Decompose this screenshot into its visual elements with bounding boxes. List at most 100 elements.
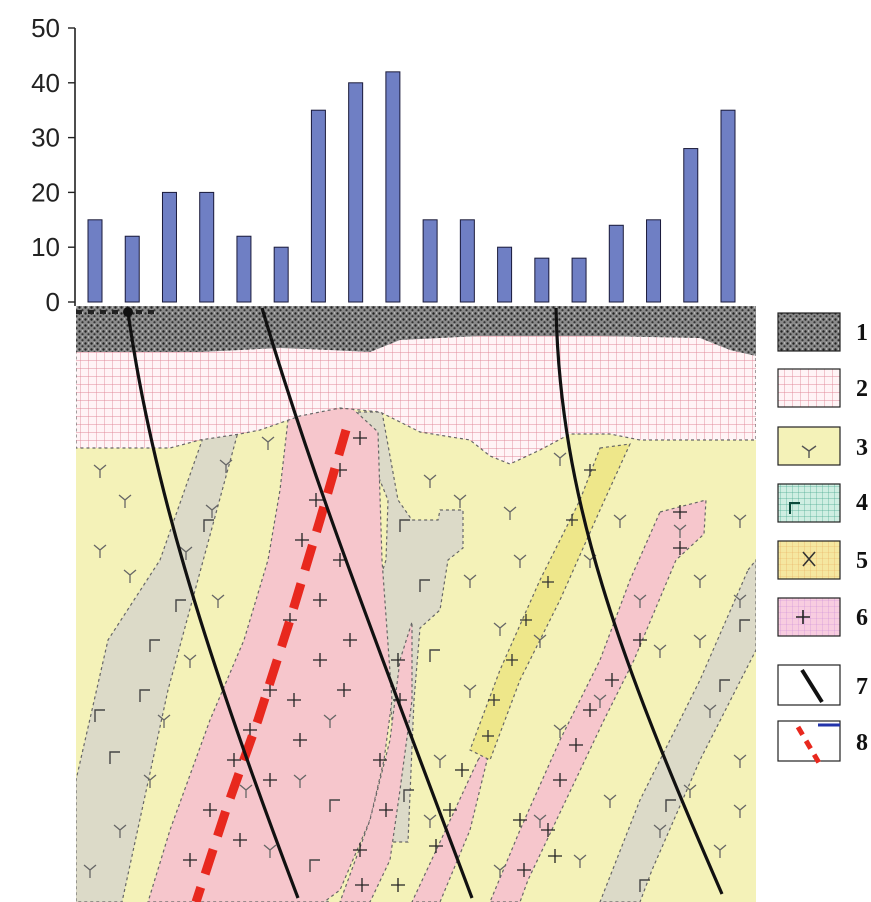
volcanic-mark bbox=[423, 474, 437, 488]
pink-band-2 bbox=[339, 621, 413, 902]
fault-line-2 bbox=[260, 307, 474, 899]
cross-mark bbox=[566, 514, 578, 526]
y-tick-label: 10 bbox=[31, 232, 60, 262]
legend-cross-symbol bbox=[802, 551, 816, 567]
volcanic-mark bbox=[613, 514, 627, 528]
cross-mark bbox=[482, 730, 494, 742]
plus-mark bbox=[227, 753, 241, 767]
plus-mark bbox=[337, 683, 351, 697]
legend: 1 2 3 4 5 6 7 8 bbox=[777, 312, 868, 770]
geological-section bbox=[76, 306, 756, 902]
y-tick-label: 0 bbox=[46, 287, 60, 317]
bar bbox=[720, 109, 736, 303]
volcanic-mark bbox=[118, 494, 132, 508]
volcanic-mark bbox=[263, 844, 277, 858]
volcanic-mark bbox=[513, 554, 527, 568]
legend-label-2: 2 bbox=[856, 376, 868, 402]
cross-mark bbox=[584, 464, 596, 476]
corner-mark bbox=[399, 519, 410, 532]
corner-mark bbox=[419, 579, 430, 592]
bar bbox=[348, 82, 364, 303]
volcanic-mark bbox=[653, 644, 667, 658]
bar-chart: 0 10 20 30 40 50 bbox=[31, 13, 736, 317]
legend-swatch-3 bbox=[777, 426, 841, 466]
legend-label-6: 6 bbox=[856, 605, 868, 631]
plus-mark bbox=[203, 803, 217, 817]
pink-band-4 bbox=[489, 499, 707, 902]
plus-mark bbox=[293, 733, 307, 747]
gravel-top-layer bbox=[76, 306, 756, 356]
cross-symbols bbox=[482, 464, 596, 742]
volcanic-mark bbox=[503, 506, 517, 520]
corner-mark bbox=[719, 679, 730, 692]
volcanic-mark bbox=[633, 594, 647, 608]
bar bbox=[683, 148, 699, 303]
corner-mark bbox=[665, 799, 676, 812]
volcanic-mark bbox=[533, 814, 547, 828]
plus-mark bbox=[553, 773, 567, 787]
pink-grid-layer bbox=[76, 329, 756, 465]
y-tick-label: 50 bbox=[31, 13, 60, 43]
plus-mark bbox=[353, 843, 367, 857]
bar bbox=[161, 191, 177, 303]
volcanic-symbols bbox=[83, 436, 747, 878]
plus-mark bbox=[343, 633, 357, 647]
corner-mark bbox=[139, 689, 150, 702]
cross-mark bbox=[506, 654, 518, 666]
y-tick-label: 20 bbox=[31, 177, 60, 207]
volcanic-mark bbox=[703, 704, 717, 718]
fault-line-3 bbox=[554, 307, 724, 895]
volcanic-mark bbox=[219, 459, 233, 473]
plus-mark bbox=[517, 863, 531, 877]
volcanic-mark bbox=[553, 452, 567, 466]
volcanic-mark bbox=[553, 724, 567, 738]
legend-label-4: 4 bbox=[856, 490, 868, 516]
volcanic-mark bbox=[293, 774, 307, 788]
legend-fault-symbol bbox=[800, 668, 824, 704]
volcanic-mark bbox=[463, 574, 477, 588]
legend-swatch-7 bbox=[777, 664, 841, 706]
fault-line-1 bbox=[126, 311, 300, 899]
corner-mark bbox=[403, 789, 414, 802]
plus-mark bbox=[541, 823, 555, 837]
volcanic-mark bbox=[493, 864, 507, 878]
volcanic-mark bbox=[453, 494, 467, 508]
bar bbox=[385, 71, 401, 303]
legend-plus-symbol bbox=[796, 610, 810, 624]
plus-symbols bbox=[183, 431, 687, 892]
legend-volcanic-symbol bbox=[801, 445, 817, 458]
volcanic-mark bbox=[93, 544, 107, 558]
cross-mark bbox=[542, 576, 554, 588]
plus-mark bbox=[633, 633, 647, 647]
y-tick-label: 30 bbox=[31, 123, 60, 153]
volcanic-mark bbox=[157, 714, 171, 728]
plus-mark bbox=[309, 493, 323, 507]
volcanic-mark bbox=[733, 514, 747, 528]
volcanic-mark bbox=[603, 794, 617, 808]
y-tick-label: 40 bbox=[31, 68, 60, 98]
bar bbox=[497, 246, 513, 303]
corner-mark bbox=[429, 649, 440, 662]
bar bbox=[571, 257, 587, 303]
volcanic-mark bbox=[93, 464, 107, 478]
bar bbox=[199, 191, 215, 303]
corner-mark bbox=[175, 599, 186, 612]
plus-mark bbox=[455, 763, 469, 777]
legend-swatch-2 bbox=[777, 368, 841, 408]
legend-red-dash-symbol bbox=[795, 725, 825, 770]
pink-band-1 bbox=[147, 407, 393, 902]
y-axis-ticks: 0 10 20 30 40 50 bbox=[31, 13, 75, 317]
bar bbox=[422, 219, 438, 303]
volcanic-mark bbox=[693, 574, 707, 588]
corner-mark bbox=[309, 859, 320, 872]
volcanic-mark bbox=[423, 814, 437, 828]
volcanic-mark bbox=[433, 754, 447, 768]
plus-mark bbox=[287, 693, 301, 707]
bar bbox=[273, 246, 289, 303]
red-dashed-line bbox=[191, 428, 351, 902]
corner-symbols bbox=[94, 519, 750, 892]
legend-label-3: 3 bbox=[856, 435, 868, 461]
legend-label-8: 8 bbox=[856, 730, 868, 756]
plus-mark bbox=[391, 878, 405, 892]
